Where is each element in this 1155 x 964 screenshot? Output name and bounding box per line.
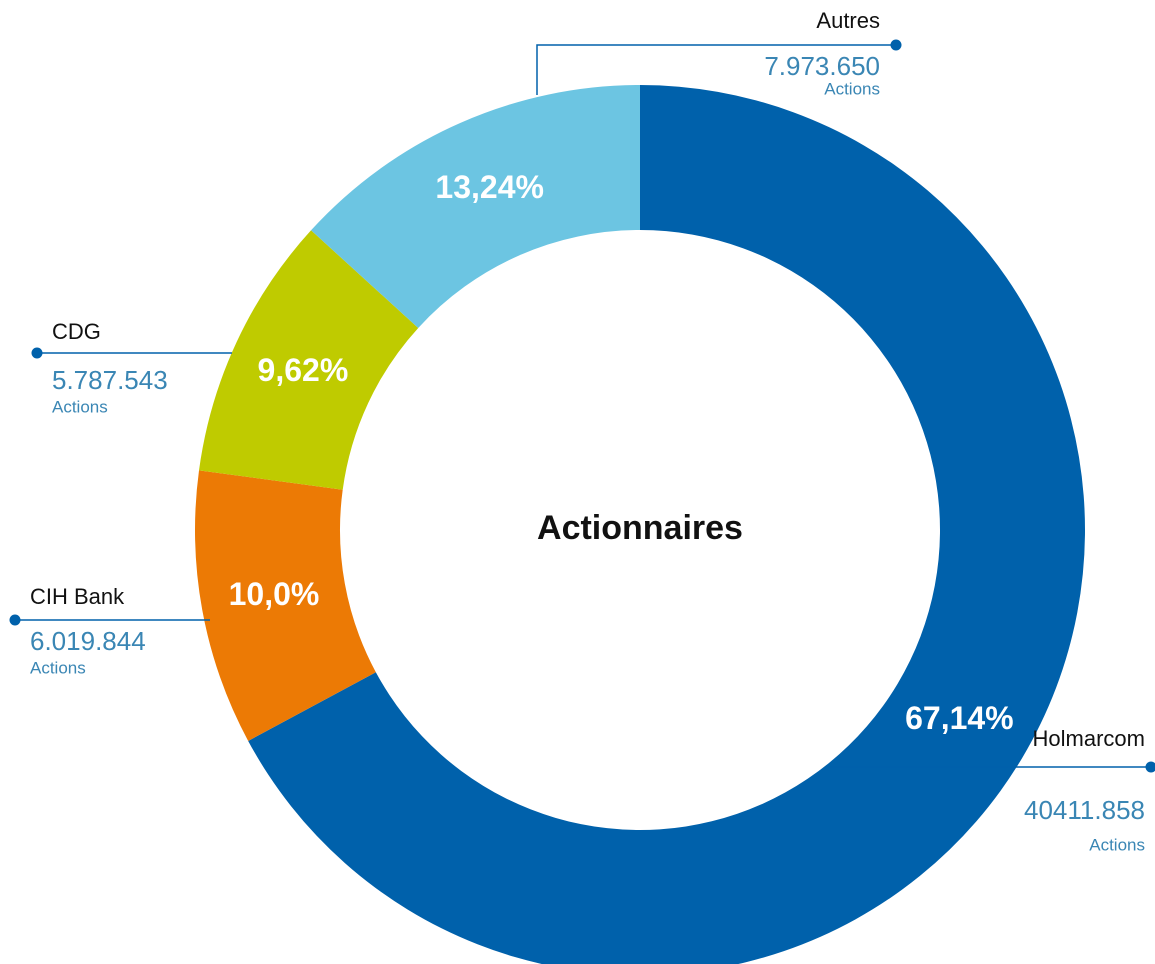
category-label: Autres bbox=[816, 8, 880, 33]
share-count: 5.787.543 bbox=[52, 365, 168, 395]
value-label: 10,0% bbox=[229, 576, 320, 612]
share-count: 6.019.844 bbox=[30, 626, 146, 656]
share-unit: Actions bbox=[52, 397, 108, 416]
category-label: CDG bbox=[52, 319, 101, 344]
donut-segment bbox=[311, 85, 640, 328]
category-label: CIH Bank bbox=[30, 584, 125, 609]
value-label: 67,14% bbox=[905, 700, 1014, 736]
share-unit: Actions bbox=[824, 79, 880, 98]
callout-dot bbox=[890, 39, 902, 51]
donut-segment bbox=[248, 85, 1085, 964]
share-unit: Actions bbox=[30, 658, 86, 677]
share-count: 7.973.650 bbox=[764, 51, 880, 81]
value-label: 13,24% bbox=[435, 169, 544, 205]
callout-line bbox=[536, 44, 896, 95]
callout-dot bbox=[1145, 761, 1155, 773]
donut-segment bbox=[199, 230, 419, 490]
category-label: Holmarcom bbox=[1033, 726, 1145, 751]
callout-dot bbox=[31, 347, 43, 359]
share-unit: Actions bbox=[1089, 835, 1145, 854]
share-count: 40411.858 bbox=[1024, 795, 1145, 825]
callout-dot bbox=[9, 614, 21, 626]
value-label: 9,62% bbox=[258, 352, 349, 388]
chart-title: Actionnaires bbox=[537, 509, 743, 547]
donut-segment bbox=[195, 470, 376, 741]
